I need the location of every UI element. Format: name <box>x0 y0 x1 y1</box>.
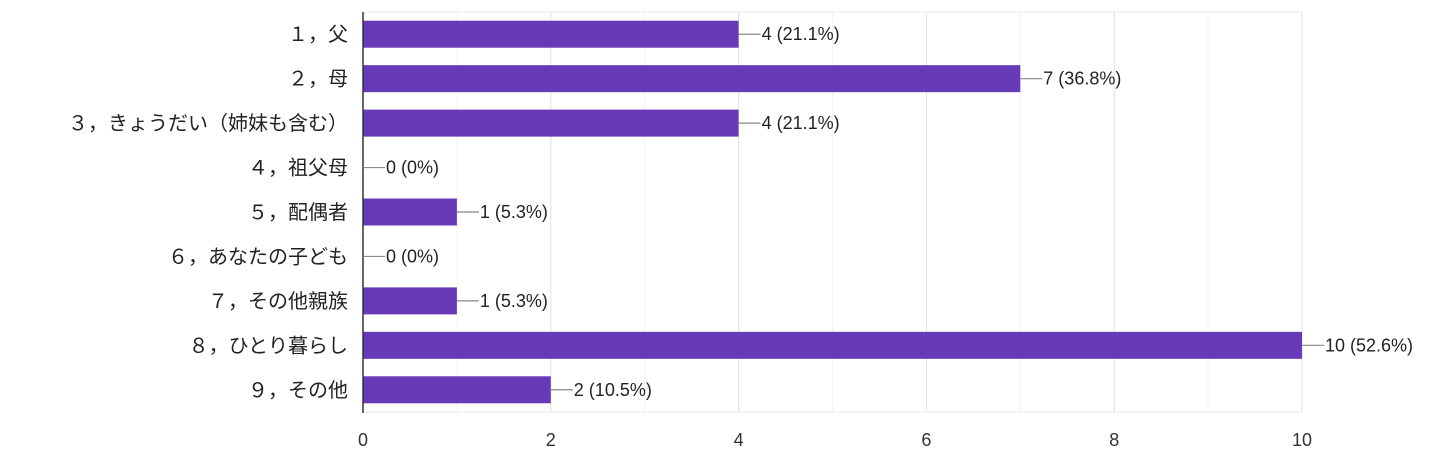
category-label-7: ７，その他親族 <box>208 289 348 313</box>
category-label-4: ４，祖父母 <box>248 156 348 180</box>
x-tick-label-8: 8 <box>1109 430 1119 450</box>
labels: 4 (21.1%) １，父 7 (36.8%) ２，母 4 (21.1%) ３，きょうだい… <box>68 22 1413 402</box>
category-label-6: ６，あなたの子ども <box>168 244 348 268</box>
data-label-4: 0 (0%) <box>386 158 439 178</box>
x-tick-label-2: 2 <box>546 430 556 450</box>
category-label-1: １，父 <box>288 22 348 46</box>
data-label-1: 4 (21.1%) <box>762 24 840 44</box>
x-tick-label-6: 6 <box>921 430 931 450</box>
bars <box>363 20 1302 404</box>
data-label-9: 2 (10.5%) <box>574 380 652 400</box>
data-label-6: 0 (0%) <box>386 246 439 266</box>
category-label-2: ２，母 <box>288 67 348 91</box>
x-tick-label-0: 0 <box>358 430 368 450</box>
bar-2 <box>363 65 1021 93</box>
bar-3 <box>363 109 739 137</box>
bar-7 <box>363 287 457 315</box>
x-tick-label-10: 10 <box>1292 430 1312 450</box>
x-tick-label-4: 4 <box>734 430 744 450</box>
data-label-2: 7 (36.8%) <box>1043 69 1121 89</box>
axes: 0 2 4 6 8 10 <box>358 12 1312 450</box>
bar-8 <box>363 331 1302 359</box>
category-label-3: ３，きょうだい（姉妹も含む） <box>68 111 348 135</box>
category-label-9: ９，その他 <box>248 378 348 402</box>
bar-5 <box>363 198 457 226</box>
category-label-8: ８，ひとり暮らし <box>189 333 348 357</box>
data-label-7: 1 (5.3%) <box>480 291 548 311</box>
bar-1 <box>363 20 739 48</box>
data-label-3: 4 (21.1%) <box>762 113 840 133</box>
data-label-8: 10 (52.6%) <box>1325 335 1413 355</box>
data-label-5: 1 (5.3%) <box>480 202 548 222</box>
bar-9 <box>363 376 551 404</box>
category-label-5: ５，配偶者 <box>248 200 348 224</box>
